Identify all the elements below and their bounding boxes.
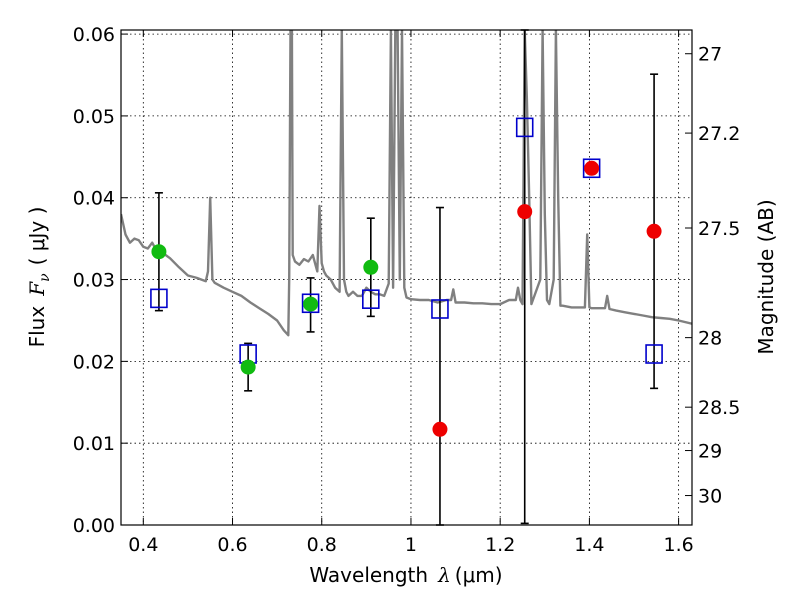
y2-tick-label: 27.5	[698, 218, 740, 240]
grid-lines	[121, 30, 692, 526]
nondetection-point	[517, 204, 533, 220]
model-photometry-square	[515, 117, 534, 138]
x-tick-label: 1	[405, 534, 417, 556]
plot-frame	[120, 29, 693, 526]
y-tick-label: 0.00	[73, 515, 115, 537]
x-tick-label: 0.4	[128, 534, 158, 556]
model-photometry-layer	[150, 117, 663, 364]
x-tick-label: 0.8	[307, 534, 337, 556]
y-tick-label: 0.02	[73, 351, 115, 373]
y2-tick-label: 29	[698, 441, 722, 463]
y-tick-label: 0.05	[73, 106, 115, 128]
y-tick-label: 0.04	[73, 188, 115, 210]
model-photometry-square	[431, 299, 449, 319]
y2-axis-label: Magnitude (AB)	[754, 199, 778, 354]
nondetection-point	[432, 421, 448, 437]
model-photometry-square	[645, 344, 663, 364]
observed-marker-layer	[151, 160, 662, 437]
y2-tick-label: 30	[698, 486, 722, 508]
detection-point	[240, 359, 256, 375]
nondetection-point	[584, 160, 600, 176]
y2-tick-label: 27.2	[698, 123, 740, 145]
y2-tick-labels: 27 27.2 27.5 28 28.5 29 30	[698, 44, 740, 508]
y2-tick-label: 28	[698, 328, 722, 350]
plot-background	[121, 30, 692, 525]
nondetection-point	[646, 223, 662, 239]
x-tick-label: 0.6	[217, 534, 247, 556]
y-tick-labels: 0.00 0.01 0.02 0.03 0.04 0.05 0.06	[73, 24, 115, 537]
y-tick-label: 0.01	[73, 433, 115, 455]
x-tick-label: 1.6	[664, 534, 694, 556]
spectrum-layer	[121, 30, 692, 337]
y2-tick-label: 28.5	[698, 397, 740, 419]
detection-point	[363, 259, 379, 275]
y-tick-label: 0.03	[73, 270, 115, 292]
model-photometry-square	[582, 158, 601, 179]
x-tick-labels: 0.4 0.6 0.8 1 1.2 1.4 1.6	[128, 534, 694, 556]
model-spectrum-line	[121, 30, 692, 337]
x-tick-label: 1.2	[485, 534, 515, 556]
y-tick-label: 0.06	[73, 24, 115, 46]
y-axis-label: FluxFν( μJy )	[25, 207, 53, 348]
x-axis-label: Wavelength λ (μm)	[309, 563, 502, 587]
detection-point	[303, 296, 319, 312]
model-photometry-square	[301, 293, 320, 314]
axis-ticks	[121, 30, 692, 526]
y2-tick-label: 27	[698, 44, 722, 66]
detection-point	[151, 244, 167, 260]
x-tick-label: 1.4	[574, 534, 604, 556]
model-photometry-square	[150, 288, 168, 309]
model-photometry-square	[362, 289, 380, 309]
